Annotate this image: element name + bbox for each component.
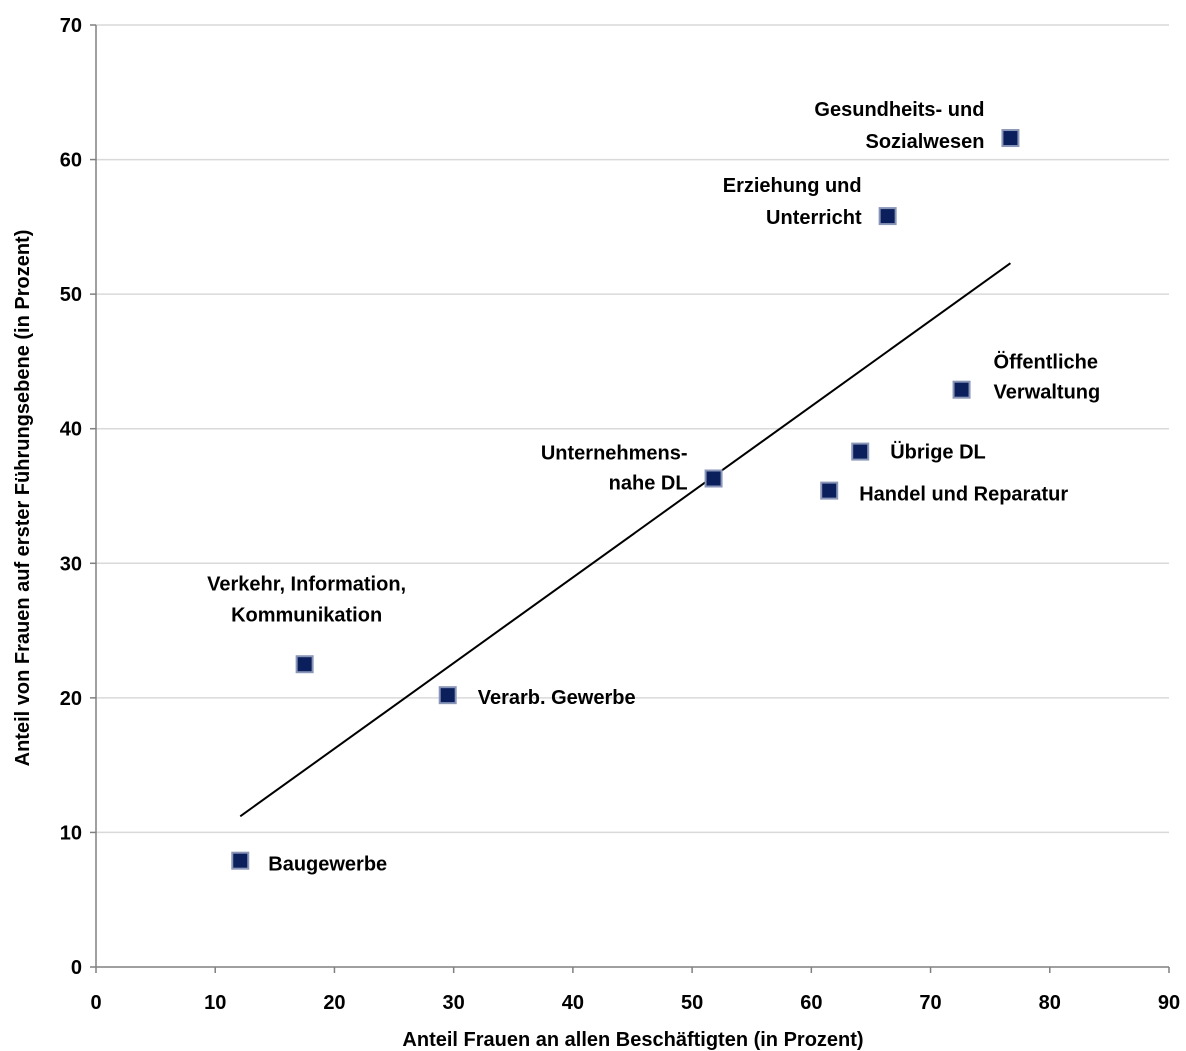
- y-tick-label-40: 40: [60, 419, 82, 441]
- data-points: [231, 129, 1020, 870]
- y-tick-label-10: 10: [60, 822, 82, 844]
- x-tick-label-10: 10: [204, 992, 226, 1014]
- point-label-line: nahe DL: [609, 473, 688, 495]
- point-label: Baugewerbe: [268, 854, 387, 876]
- point-label-line: Verarb. Gewerbe: [478, 687, 636, 709]
- point-label-line: Verwaltung: [994, 382, 1101, 404]
- point-label-line: Handel und Reparatur: [859, 484, 1068, 506]
- y-tick-label-30: 30: [60, 553, 82, 575]
- y-axis-title: Anteil von Frauen auf erster Führungsebe…: [12, 230, 34, 767]
- axes: [90, 24, 1170, 973]
- data-point: [231, 851, 250, 870]
- point-label: Verkehr, Information, Kommunikation: [207, 574, 406, 627]
- y-tick-label-60: 60: [60, 150, 82, 172]
- point-label-line: Unterricht: [766, 207, 862, 229]
- x-tick-label-80: 80: [1039, 992, 1061, 1014]
- data-point: [851, 442, 870, 461]
- point-label: Verarb. Gewerbe: [478, 687, 636, 709]
- x-tick-label-0: 0: [90, 992, 101, 1014]
- tick-labels: 0 10 20 30 40 50 60 70 0 10 20 30 40 50 60 70 80 90: [60, 15, 1180, 1014]
- y-tick-label-20: 20: [60, 688, 82, 710]
- point-label-line: Erziehung und: [723, 175, 862, 197]
- point-label-line: Verkehr, Information,: [207, 574, 406, 596]
- point-label: Öffentliche Verwaltung: [994, 351, 1101, 404]
- x-tick-label-30: 30: [443, 992, 465, 1014]
- x-tick-label-60: 60: [800, 992, 822, 1014]
- y-tick-label-50: 50: [60, 284, 82, 306]
- point-label-line: Übrige DL: [890, 441, 986, 464]
- point-label-line: Baugewerbe: [268, 854, 387, 876]
- y-tick-label-70: 70: [60, 15, 82, 37]
- point-label-line: Sozialwesen: [865, 131, 984, 153]
- y-tick-label-0: 0: [71, 957, 82, 979]
- x-tick-label-20: 20: [323, 992, 345, 1014]
- data-point: [704, 469, 723, 488]
- point-label-line: Gesundheits- und: [814, 99, 984, 121]
- point-label: Erziehung und Unterricht: [723, 175, 862, 229]
- data-point: [820, 481, 839, 500]
- x-tick-label-50: 50: [681, 992, 703, 1014]
- point-label: Gesundheits- und Sozialwesen: [814, 99, 984, 153]
- trendline: [239, 262, 1012, 818]
- x-axis-title: Anteil Frauen an allen Beschäftigten (in…: [402, 1029, 863, 1051]
- data-point: [952, 380, 971, 399]
- data-point: [438, 686, 457, 705]
- point-label-line: Öffentliche: [994, 351, 1098, 374]
- point-label: Unternehmens-nahe DL: [541, 443, 688, 495]
- point-label: Übrige DL: [890, 441, 986, 464]
- data-point: [878, 207, 897, 226]
- x-tick-label-40: 40: [562, 992, 584, 1014]
- data-point: [295, 655, 314, 674]
- point-label-line: Kommunikation: [231, 605, 382, 627]
- x-tick-label-90: 90: [1158, 992, 1180, 1014]
- data-point: [1001, 129, 1020, 148]
- gridlines: [96, 24, 1169, 834]
- point-label: Handel und Reparatur: [859, 484, 1068, 506]
- trendline-layer: [239, 262, 1012, 818]
- x-tick-label-70: 70: [919, 992, 941, 1014]
- point-label-line: Unternehmens-: [541, 443, 688, 465]
